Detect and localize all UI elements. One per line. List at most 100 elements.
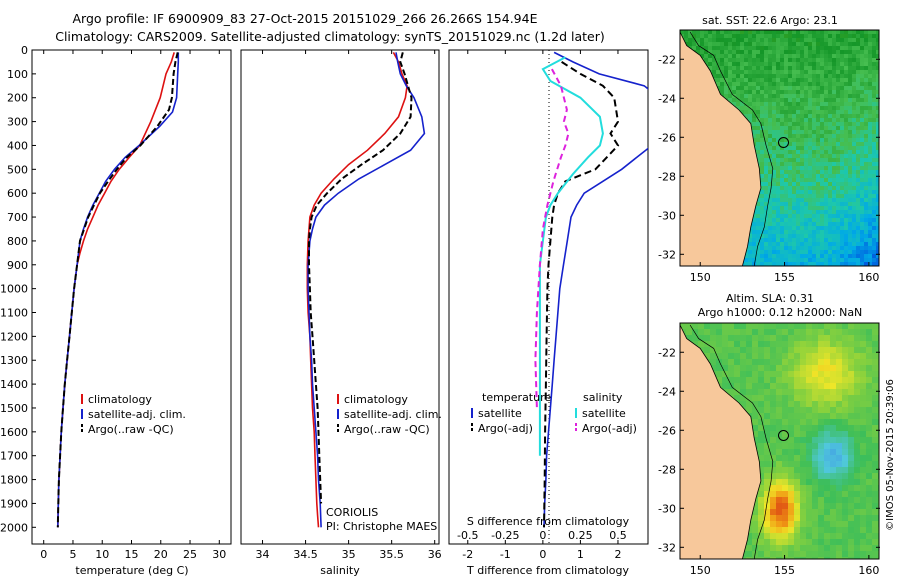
heatmap-cell [812,335,819,342]
heatmap-cell [820,62,825,67]
y-tick-label: 2000 [0,521,28,534]
heatmap-cell [824,134,829,139]
heatmap-cell [758,401,765,408]
heatmap-cell [752,533,759,540]
heatmap-cell [836,54,841,59]
heatmap-cell [782,533,789,540]
heatmap-cell [872,467,879,474]
heatmap-cell [772,170,777,175]
heatmap-cell [776,341,783,348]
heatmap-cell [736,62,741,67]
heatmap-cell [812,194,817,199]
heatmap-cell [860,389,867,396]
heatmap-cell [816,230,821,235]
heatmap-cell [842,329,849,336]
heatmap-cell [760,130,765,135]
map-y-tick-label: -30 [658,209,676,222]
heatmap-cell [768,70,773,75]
heatmap-cell [806,545,813,552]
heatmap-cell [840,182,845,187]
heatmap-cell [804,58,809,63]
heatmap-cell [764,182,769,187]
heatmap-cell [816,162,821,167]
heatmap-cell [752,98,757,103]
heatmap-cell [712,42,717,47]
heatmap-cell [780,206,785,211]
heatmap-cell [756,90,761,95]
heatmap-cell [776,437,783,444]
heatmap-cell [848,166,853,171]
heatmap-cell [806,455,813,462]
heatmap-cell [848,242,853,247]
heatmap-cell [852,38,857,43]
heatmap-cell [872,371,879,378]
heatmap-cell [764,238,769,243]
heatmap-cell [856,258,861,263]
heatmap-cell [796,258,801,263]
heatmap-cell [782,419,789,426]
heatmap-cell [824,401,831,408]
y-tick-label: 100 [7,68,28,81]
heatmap-cell [806,539,813,546]
heatmap-cell [812,170,817,175]
heatmap-cell [800,62,805,67]
heatmap-cell [780,254,785,259]
heatmap-cell [776,106,781,111]
heatmap-cell [812,347,819,354]
heatmap-cell [804,210,809,215]
heatmap-cell [788,86,793,91]
heatmap-cell [776,473,783,480]
heatmap-cell [764,194,769,199]
heatmap-cell [812,497,819,504]
heatmap-cell [820,226,825,231]
heatmap-cell [856,182,861,187]
heatmap-cell [818,557,825,559]
map-x-tick-label: 155 [774,271,795,284]
heatmap-cell [848,202,853,207]
heatmap-cell [860,341,867,348]
legend-title-salinity: salinity [583,391,623,404]
heatmap-cell [812,118,817,123]
heatmap-cell [734,335,741,342]
heatmap-cell [832,110,837,115]
heatmap-cell [856,238,861,243]
heatmap-cell [794,449,801,456]
heatmap-cell [788,521,795,528]
heatmap-cell [800,94,805,99]
heatmap-cell [848,509,855,516]
heatmap-cell [788,509,795,516]
coriolis-label: CORIOLIS [326,506,378,519]
heatmap-cell [824,130,829,135]
heatmap-cell [812,254,817,259]
heatmap-cell [736,38,741,43]
heatmap-cell [848,86,853,91]
heatmap-cell [756,254,761,259]
heatmap-cell [872,94,877,99]
heatmap-cell [812,365,819,372]
heatmap-cell [836,230,841,235]
heatmap-cell [868,262,873,266]
heatmap-cell [788,246,793,251]
heatmap-cell [776,551,783,558]
heatmap-cell [812,479,819,486]
heatmap-cell [872,347,879,354]
heatmap-cell [824,46,829,51]
heatmap-cell [808,226,813,231]
heatmap-cell [806,449,813,456]
heatmap-cell [842,353,849,360]
heatmap-cell [852,82,857,87]
heatmap-cell [840,222,845,227]
heatmap-cell [772,190,777,195]
heatmap-cell [832,138,837,143]
series-line-s-satellite [538,56,604,456]
heatmap-cell [784,70,789,75]
heatmap-cell [784,158,789,163]
heatmap-cell [872,174,877,179]
heatmap-cell [804,254,809,259]
heatmap-cell [840,42,845,47]
heatmap-cell [768,134,773,139]
heatmap-cell [806,341,813,348]
heatmap-cell [792,102,797,107]
heatmap-cell [860,142,865,147]
heatmap-cell [720,74,725,79]
